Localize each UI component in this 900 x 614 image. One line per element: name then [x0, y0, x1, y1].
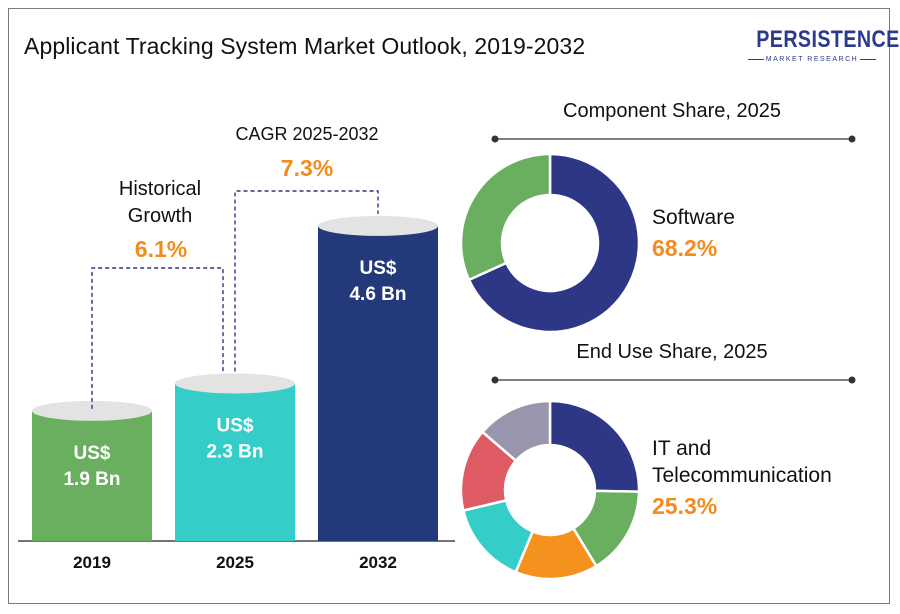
historical-growth-label: Historical: [119, 178, 201, 200]
bar-2032: [318, 225, 438, 541]
logo-rule-left: [748, 59, 764, 60]
bar-cap-2032: [318, 215, 438, 236]
x-tick-label: 2019: [73, 553, 111, 572]
cagr-value: 7.3%: [281, 155, 333, 181]
donut2-slice-0: [548, 399, 641, 493]
x-tick-label: 2025: [216, 553, 254, 572]
bar-value-currency: US$: [217, 415, 254, 436]
donut-title: Component Share, 2025: [563, 100, 781, 122]
bar-2025: [175, 383, 295, 541]
infographic-frame: [8, 8, 890, 604]
bar-value-label: 1.9 Bn: [63, 469, 120, 490]
bar-value-label: 4.6 Bn: [349, 284, 406, 305]
page-title: Applicant Tracking System Market Outlook…: [24, 33, 586, 59]
section-rule-dot-right: [848, 376, 856, 384]
bar-cap-2025: [175, 373, 295, 394]
historical-growth-label: Growth: [128, 205, 192, 227]
section-rule-dot-right: [848, 135, 856, 143]
section-rule-dot-left: [491, 135, 499, 143]
donut1-highlight-value: 68.2%: [652, 235, 717, 261]
x-tick-label: 2032: [359, 553, 397, 572]
donut1-slice-1: [459, 152, 552, 282]
donut2-highlight-value: 25.3%: [652, 493, 717, 519]
logo-tagline: MARKET RESEARCH: [765, 56, 859, 63]
section-rule-dot-left: [491, 376, 499, 384]
bar-value-currency: US$: [74, 443, 111, 464]
brand-logo: PERSISTENCE MARKET RESEARCH: [744, 26, 899, 70]
donut2-slice-5: [480, 399, 552, 463]
donut2-highlight-label: IT and: [652, 437, 711, 460]
historical-growth-value: 6.1%: [135, 236, 187, 262]
bar-2019: [32, 410, 152, 541]
logo-rule-right: [860, 59, 876, 60]
historical-growth-connector: [91, 267, 224, 409]
donut-title: End Use Share, 2025: [576, 341, 767, 363]
donut1-slice-0: [467, 152, 641, 334]
bar-cap-2019: [32, 400, 152, 421]
cagr-label: CAGR 2025-2032: [235, 124, 378, 144]
bar-value-currency: US$: [360, 258, 397, 279]
donut2-highlight-label: Telecommunication: [652, 464, 832, 487]
donut1-highlight-label: Software: [652, 206, 735, 229]
bar-value-label: 2.3 Bn: [206, 441, 263, 462]
